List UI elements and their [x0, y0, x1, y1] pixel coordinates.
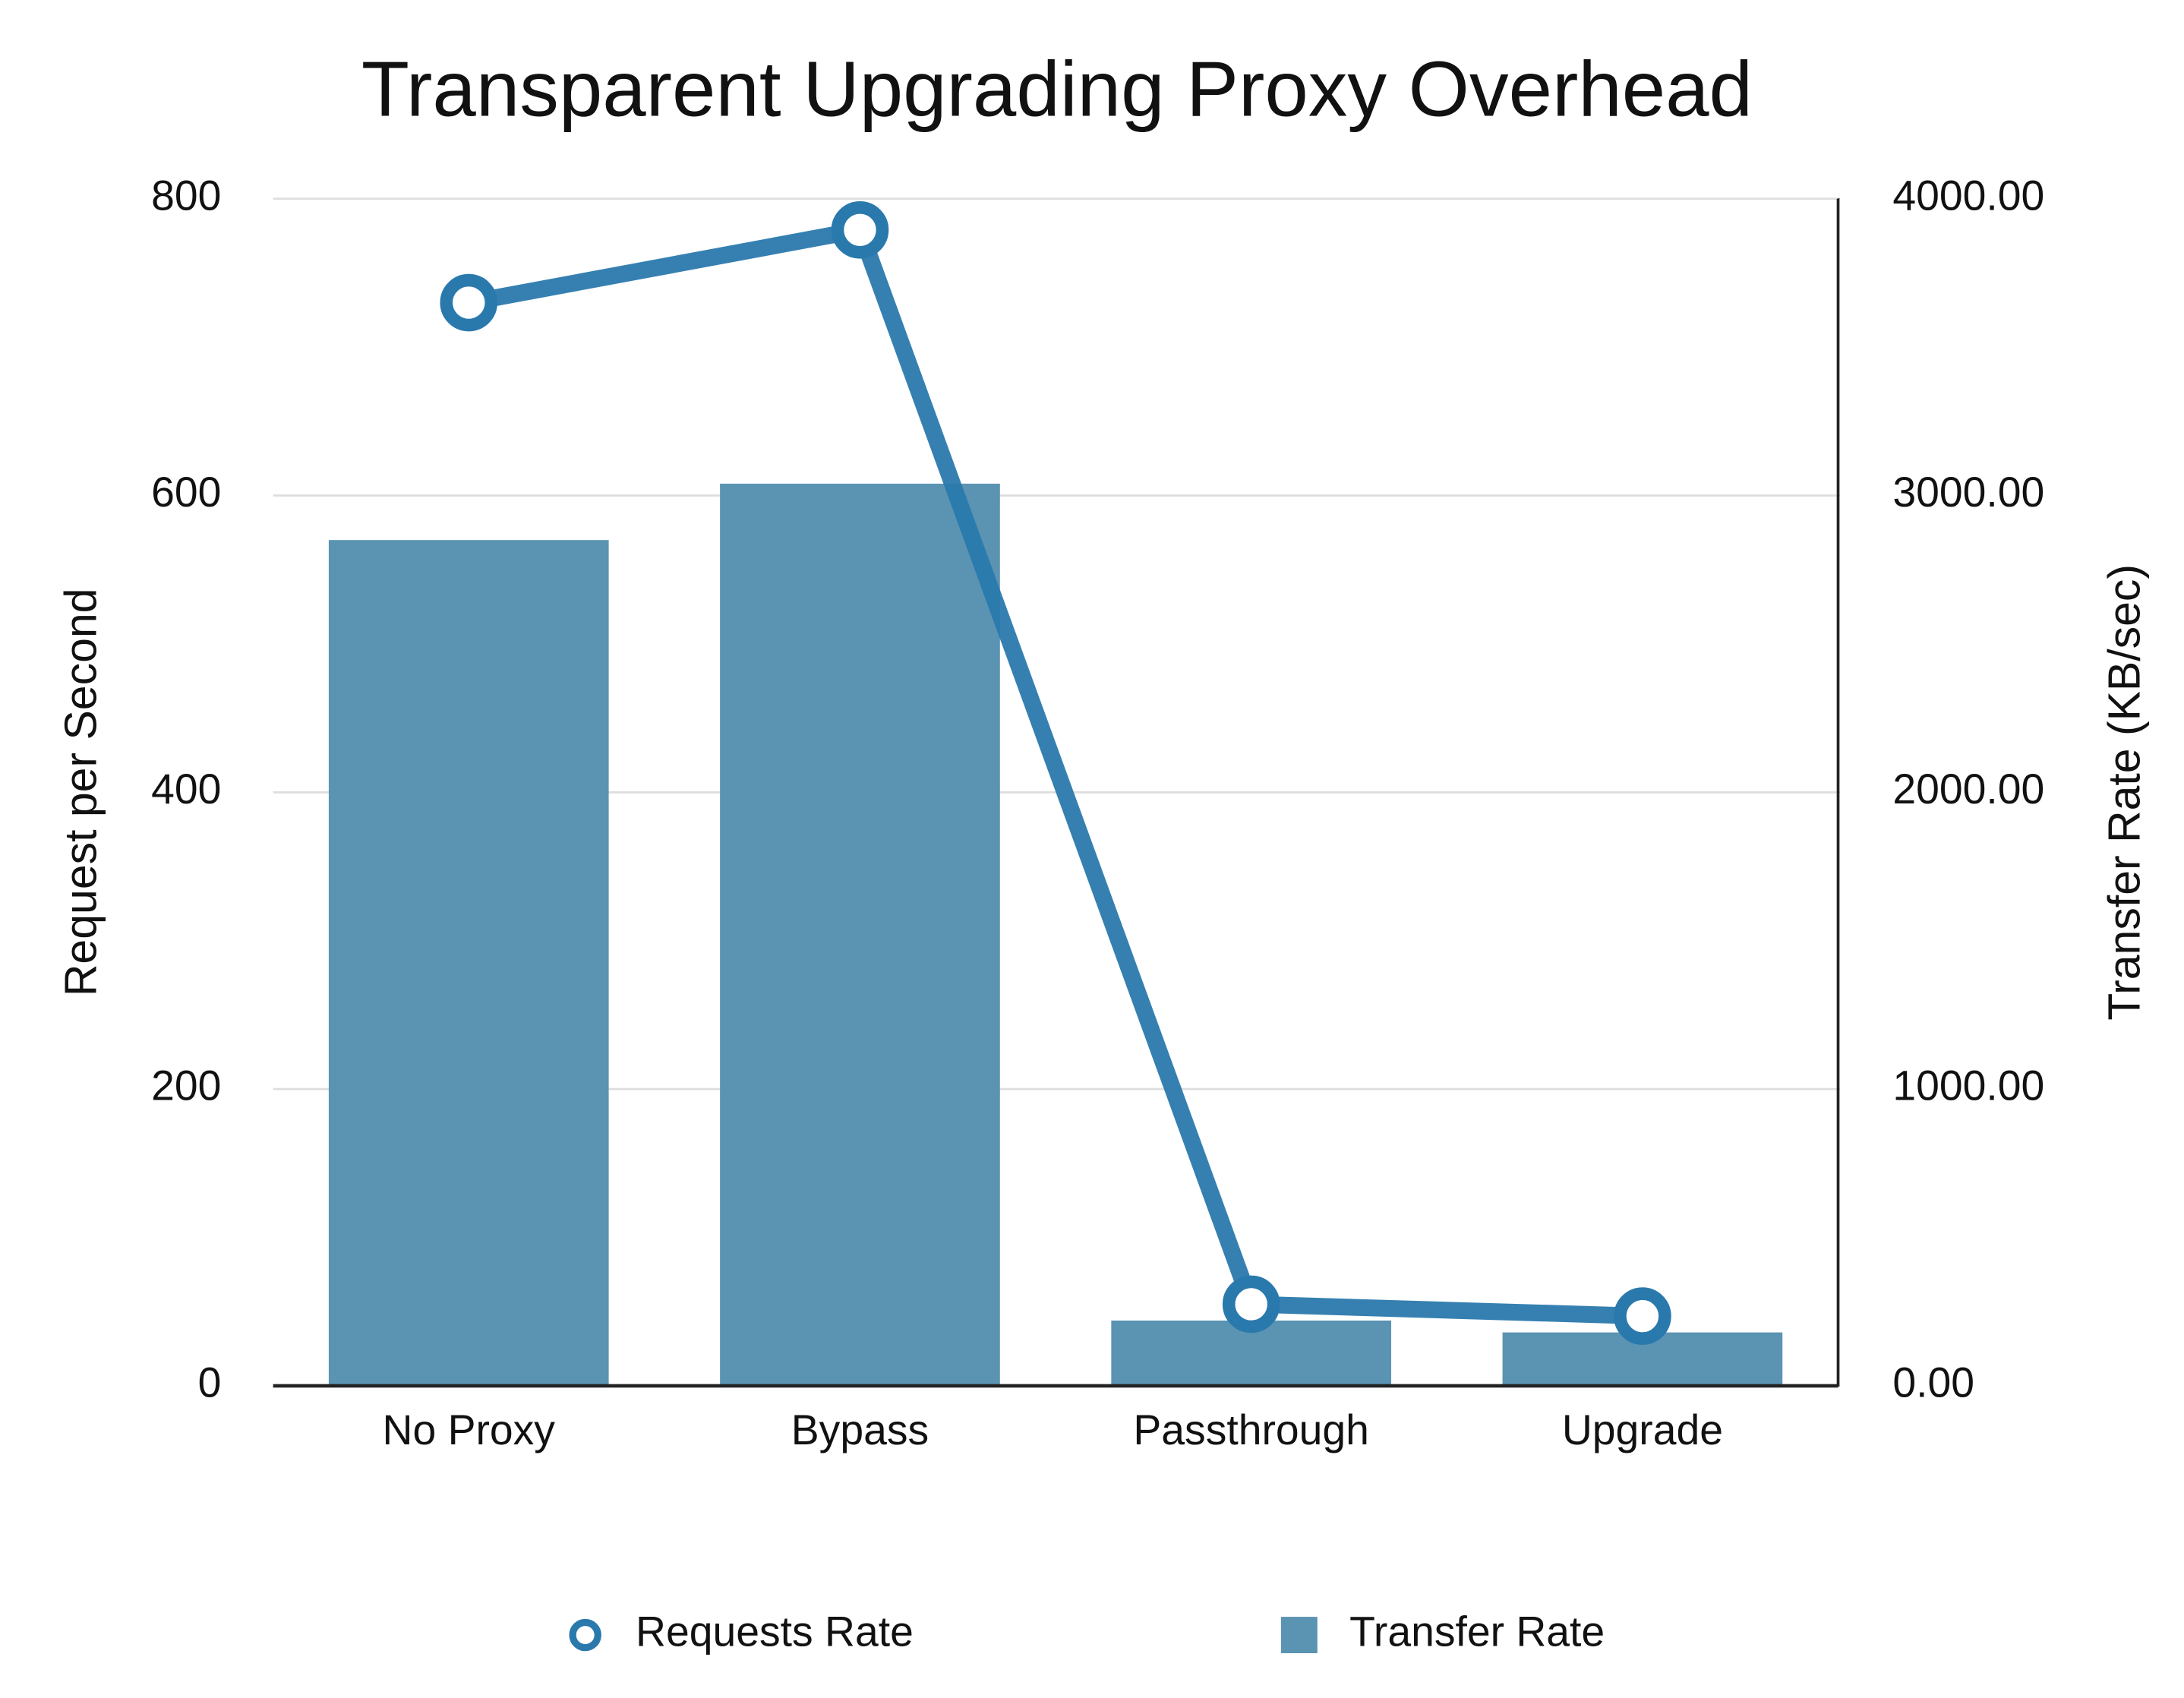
y2-tick-label: 0.00: [1892, 1359, 1974, 1406]
line-marker: [831, 201, 889, 259]
y-tick-label: 0: [198, 1359, 222, 1406]
x-tick-label: Upgrade: [1562, 1406, 1723, 1453]
line-marker: [440, 273, 498, 332]
legend-swatch: [569, 1618, 601, 1652]
x-tick-label: Passthrough: [1133, 1406, 1368, 1453]
line-marker: [1614, 1287, 1671, 1345]
y2-axis-label: Transfer Rate (KB/sec): [2100, 564, 2150, 1021]
line: [467, 221, 1643, 1325]
chart-title: Transparent Upgrading Proxy Overhead: [361, 46, 1753, 133]
legend-label: Transfer Rate: [1349, 1608, 1605, 1655]
legend-label: Requests Rate: [636, 1608, 914, 1655]
bar: [328, 540, 609, 1386]
y2-tick-label: 3000.00: [1892, 469, 2044, 516]
y2-tick-label: 2000.00: [1892, 765, 2044, 813]
y-tick-label: 200: [151, 1062, 221, 1109]
y2-tick-label: 1000.00: [1892, 1062, 2044, 1109]
y-tick-label: 400: [151, 765, 221, 813]
line-marker: [1222, 1275, 1280, 1333]
y-axis-label: Request per Second: [56, 589, 106, 997]
y-tick-label: 600: [151, 469, 221, 516]
bar: [720, 483, 1000, 1386]
legend-swatch: [1280, 1617, 1318, 1654]
x-tick-label: Bypass: [791, 1406, 929, 1453]
x-tick-label: No Proxy: [383, 1406, 556, 1453]
y2-tick-label: 4000.00: [1892, 172, 2044, 219]
y-tick-label: 800: [151, 172, 221, 219]
